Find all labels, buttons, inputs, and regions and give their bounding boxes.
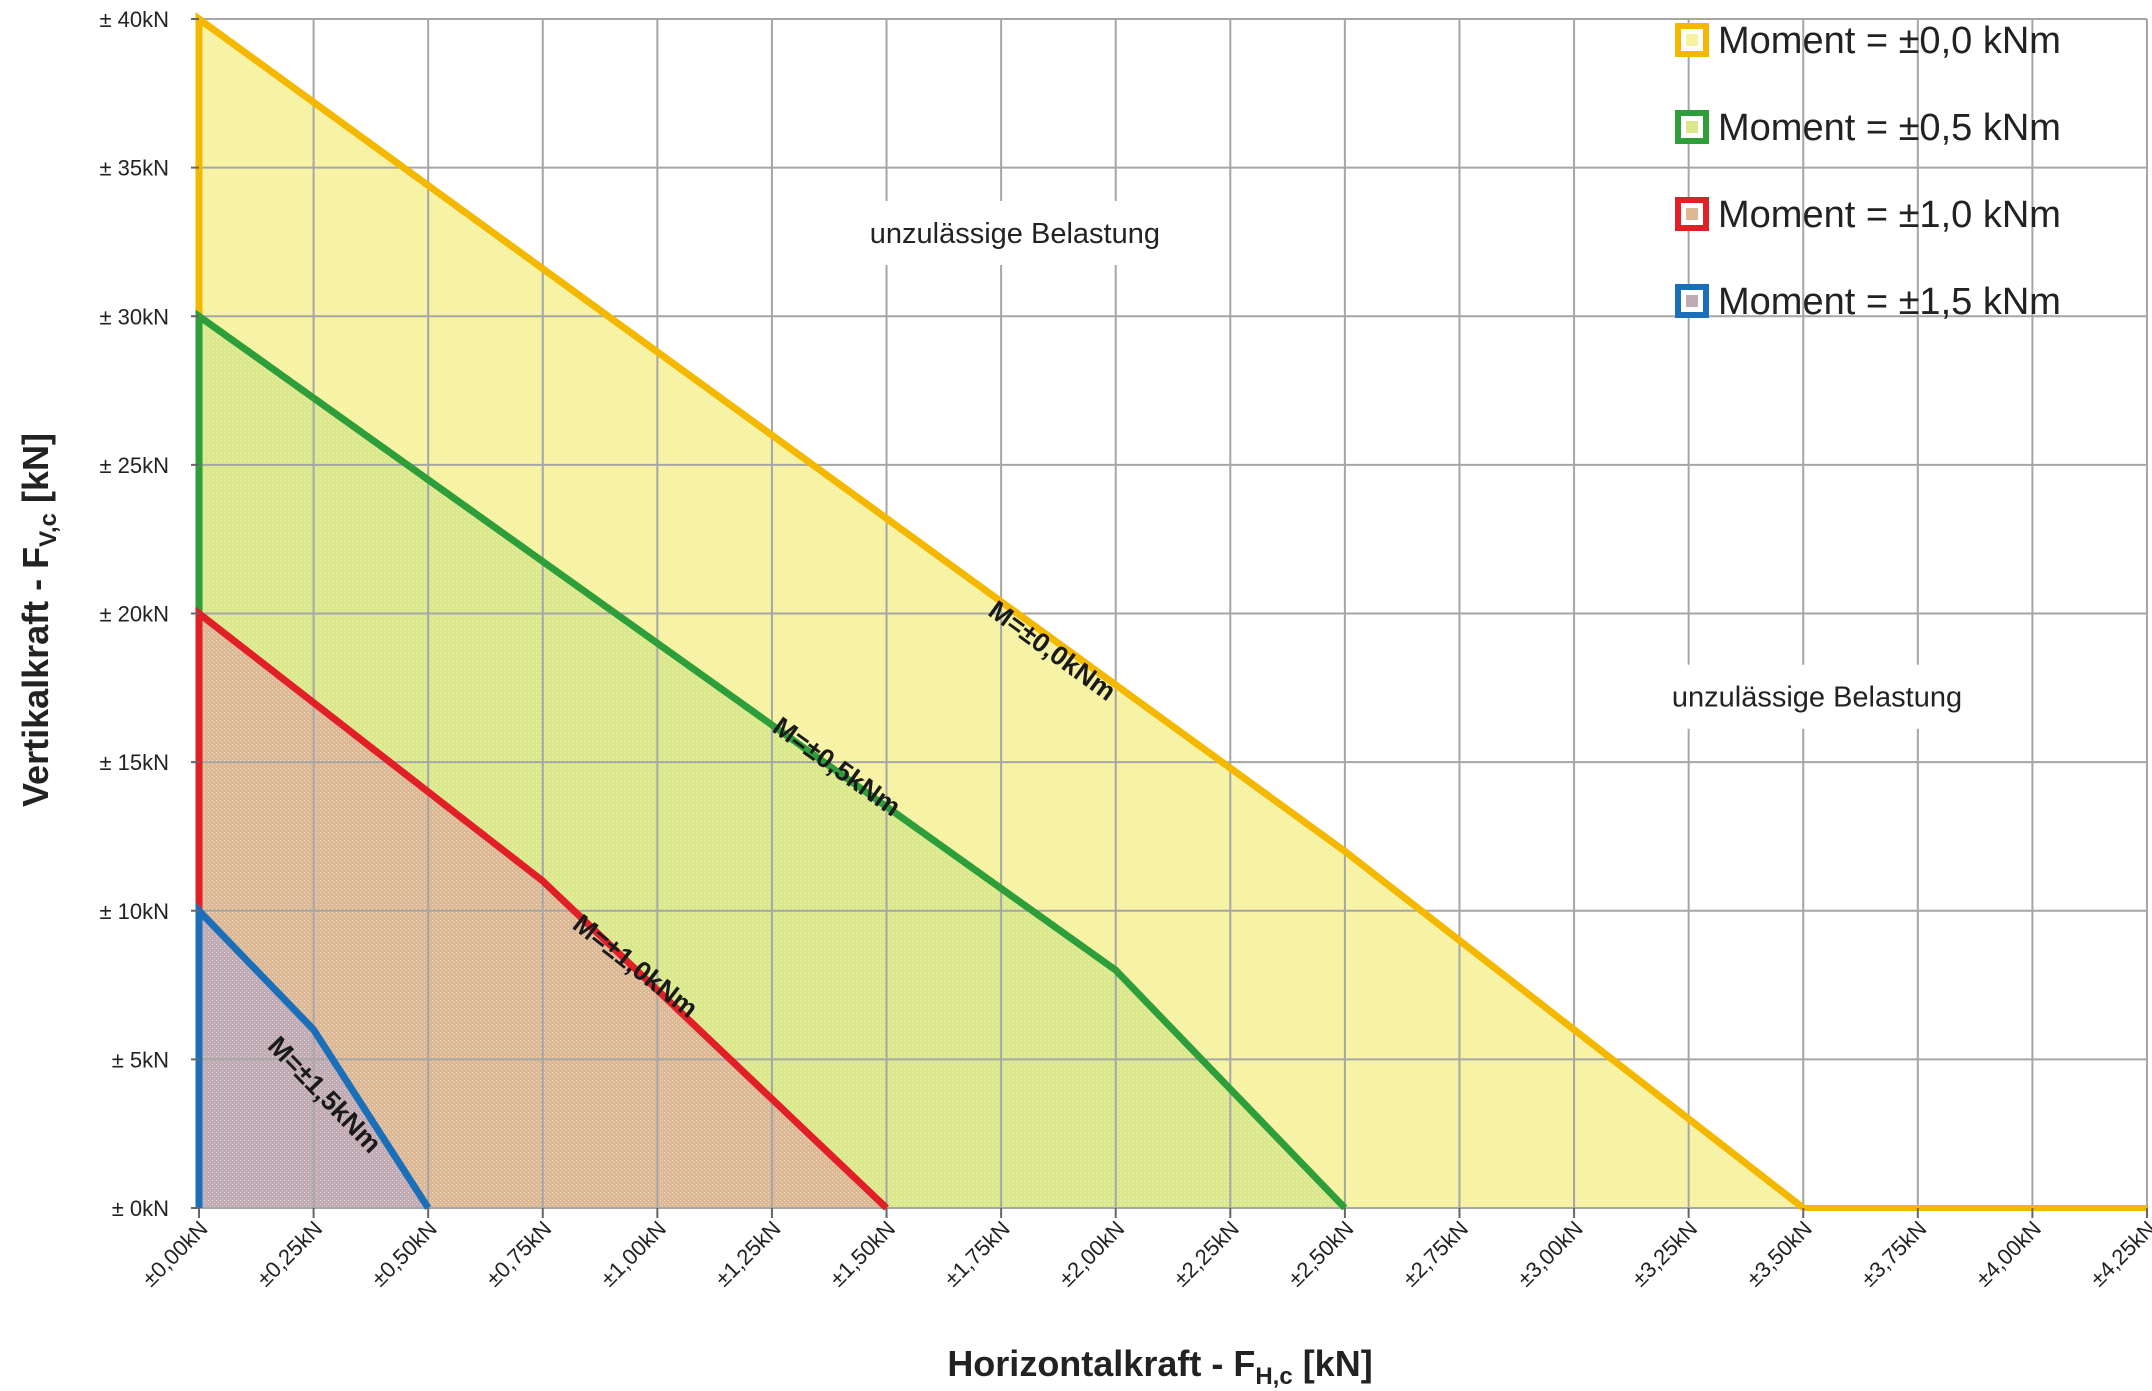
y-tick-label: ± 20kN — [99, 602, 169, 627]
x-tick-label: ±0,00kN — [137, 1216, 213, 1292]
legend-swatch-inner — [1686, 34, 1698, 46]
x-tick-label: ±3,00kN — [1512, 1216, 1588, 1292]
legend-swatch-inner — [1686, 121, 1698, 133]
y-tick-label: ± 0kN — [112, 1196, 169, 1221]
x-tick-label: ±1,75kN — [939, 1216, 1015, 1292]
x-tick-label: ±3,50kN — [1741, 1216, 1817, 1292]
x-tick-label: ±0,50kN — [366, 1216, 442, 1292]
y-tick-label: ± 30kN — [99, 304, 169, 329]
annotation-background — [854, 201, 1175, 266]
legend-label: Moment = ±1,0 kNm — [1718, 194, 2061, 236]
grid — [198, 18, 2148, 1209]
x-tick-label: ±4,00kN — [1970, 1216, 2046, 1292]
x-tick-label: ±4,25kN — [2085, 1216, 2152, 1292]
x-tick-label: ±1,25kN — [710, 1216, 786, 1292]
x-tick-label: ±1,50kN — [825, 1216, 901, 1292]
legend-label: Moment = ±0,5 kNm — [1718, 107, 2061, 149]
y-tick-label: ± 15kN — [99, 750, 169, 775]
y-tick-label: ± 5kN — [112, 1047, 169, 1072]
x-tick-label: ±0,75kN — [481, 1216, 557, 1292]
annotations: unzulässige Belastung unzulässige Belastu… — [854, 201, 1977, 729]
y-tick-label: ± 25kN — [99, 453, 169, 478]
annotation-label: unzulässige Belastung — [1672, 682, 1962, 714]
legend-label: Moment = ±1,5 kNm — [1718, 281, 2061, 323]
x-tick-label: ±3,75kN — [1856, 1216, 1932, 1292]
y-tick-label: ± 35kN — [99, 156, 169, 181]
x-tick-label: ±0,25kN — [252, 1216, 328, 1292]
legend-swatch — [1675, 284, 1709, 318]
axis-titles: Horizontalkraft - FH,c [kN] Vertikalkraf… — [15, 433, 1373, 1390]
annotation-background — [1656, 664, 1977, 729]
x-tick-label: ±2,75kN — [1398, 1216, 1474, 1292]
y-tick-label: ± 40kN — [99, 7, 169, 32]
x-tick-label: ±2,50kN — [1283, 1216, 1359, 1292]
legend-swatch-inner — [1686, 208, 1698, 220]
y-axis-title: Vertikalkraft - FV,c [kN] — [15, 433, 62, 807]
legend: Moment = ±0,0 kNm Moment = ±0,5 kNm Moment… — [1675, 20, 2061, 323]
legend-label: Moment = ±0,0 kNm — [1718, 20, 2061, 62]
x-tick-label: ±1,00kN — [595, 1216, 671, 1292]
x-tick-label: ±3,25kN — [1627, 1216, 1703, 1292]
y-axis-ticks: ± 0kN ± 5kN ± 10kN ± 15kN ± 20kN ± 25kN ± 30kN… — [99, 7, 199, 1221]
legend-swatch — [1675, 23, 1709, 57]
x-tick-label: ±2,25kN — [1168, 1216, 1244, 1292]
legend-swatch — [1675, 197, 1709, 231]
x-axis-ticks: ±0,00kN ±0,25kN ±0,50kN ±0,75kN ±1,00kN ±1,25… — [137, 1208, 2152, 1291]
y-tick-label: ± 10kN — [99, 899, 169, 924]
legend-swatch-inner — [1686, 295, 1698, 307]
x-axis-title: Horizontalkraft - FH,c [kN] — [947, 1343, 1372, 1390]
annotation-label: unzulässige Belastung — [870, 218, 1160, 250]
x-tick-label: ±2,00kN — [1054, 1216, 1130, 1292]
